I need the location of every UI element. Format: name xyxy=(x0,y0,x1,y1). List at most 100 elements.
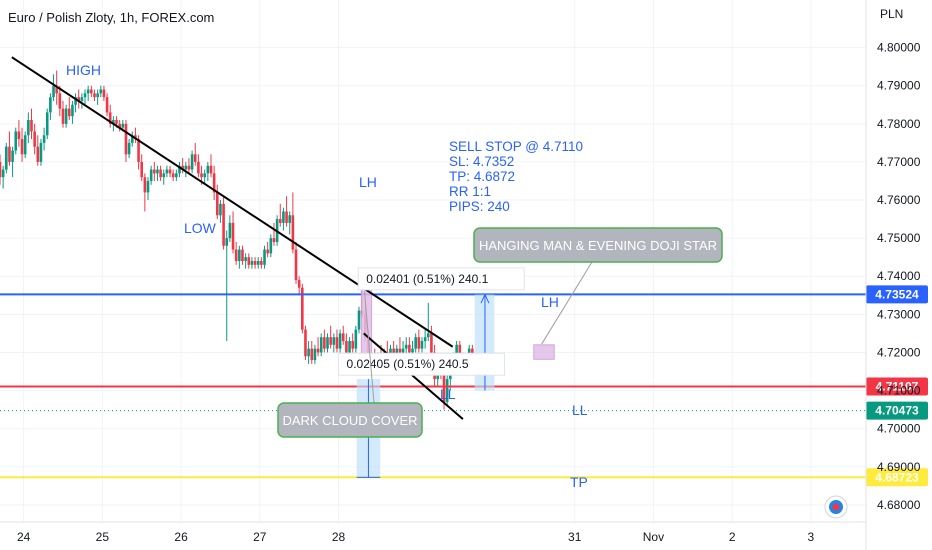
callout-hanging-text: HANGING MAN & EVENING DOJI STAR xyxy=(479,238,717,253)
x-axis: 24 25 26 27 28 31 Nov 2 3 xyxy=(0,521,866,544)
candle-body xyxy=(241,249,244,261)
candle-body xyxy=(323,337,326,349)
candle-body xyxy=(200,173,203,178)
y-tick-label: 4.75000 xyxy=(877,231,921,245)
candle-body xyxy=(156,169,159,174)
candle-body xyxy=(168,169,172,174)
candle-body xyxy=(140,161,144,178)
y-tick-label: 4.77000 xyxy=(877,155,921,169)
candle-body xyxy=(291,215,295,250)
candle-body xyxy=(445,379,449,402)
candle-body xyxy=(108,112,112,124)
candle-body xyxy=(228,222,232,239)
globe-icon[interactable] xyxy=(824,495,848,519)
candle-body xyxy=(143,177,147,193)
candle-body xyxy=(282,211,285,223)
globe-icon-center xyxy=(832,503,840,511)
candle-body xyxy=(348,341,351,353)
candle-body xyxy=(71,104,74,117)
candle-body xyxy=(304,329,307,357)
candle-body xyxy=(345,341,348,353)
candle-body xyxy=(420,341,424,349)
candle-body xyxy=(294,249,298,281)
candle-body xyxy=(357,310,361,330)
candle-body xyxy=(225,238,229,246)
candle-body xyxy=(319,337,323,353)
candle-body xyxy=(260,261,263,265)
candle-body xyxy=(105,97,109,113)
callout-dark-bg xyxy=(277,402,423,438)
y-tick-label: 4.71000 xyxy=(877,384,921,398)
y-tick-label: 4.73000 xyxy=(877,307,921,321)
y-axis: 4.68000 4.69000 4.70000 4.71000 4.72000 4.730… xyxy=(865,0,921,550)
candle-body xyxy=(58,93,62,109)
x-tick-label: 28 xyxy=(332,530,346,544)
trade-note-line: PIPS: 240 xyxy=(449,199,510,214)
candle-body xyxy=(171,173,175,178)
candle-body xyxy=(341,333,345,342)
candle-body xyxy=(285,211,288,223)
candle-body xyxy=(332,337,336,345)
candle-body xyxy=(61,108,65,124)
candle-body xyxy=(74,97,77,105)
candle-body xyxy=(455,344,458,357)
label-tp: TP xyxy=(570,474,588,490)
candle-body xyxy=(83,93,87,98)
candle-body xyxy=(52,85,55,98)
candle-body xyxy=(392,348,395,357)
candle-body xyxy=(165,169,169,174)
candle-body xyxy=(90,89,93,94)
candle-body xyxy=(313,348,317,361)
candle-body xyxy=(181,165,184,170)
price-lines: 4.73524 4.71107 4.70473 4.68723 xyxy=(0,285,928,487)
x-tick-label: 24 xyxy=(17,530,31,544)
candle-body xyxy=(247,257,251,265)
candle-body xyxy=(67,108,71,117)
x-tick-label: 27 xyxy=(253,530,267,544)
candle-body xyxy=(256,261,260,265)
candle-body xyxy=(187,165,191,170)
candle-body xyxy=(288,215,292,223)
candle-body xyxy=(297,280,301,288)
candle-body xyxy=(307,348,310,357)
candle-body xyxy=(121,123,125,128)
measure-label-top: 0.02401 (0.51%) 240.1 xyxy=(366,272,488,286)
candle-body xyxy=(8,146,11,162)
measure-label-bottom-bg xyxy=(338,352,506,376)
candle-body xyxy=(266,249,269,254)
candle-body xyxy=(301,287,304,330)
y-tick-label: 4.74000 xyxy=(877,269,921,283)
candle-body xyxy=(238,249,241,261)
candle-body xyxy=(64,108,68,124)
candle-body xyxy=(206,165,210,174)
candle-body xyxy=(430,333,433,353)
candle-body xyxy=(115,120,118,124)
evening-star-box xyxy=(533,344,555,360)
candle-body xyxy=(1,169,5,178)
label-lh-1: LH xyxy=(359,174,377,190)
x-tick-label: 3 xyxy=(808,530,815,544)
y-tick-label: 4.68000 xyxy=(877,498,921,512)
candle-body xyxy=(338,333,342,349)
candle-body xyxy=(99,89,103,94)
callout-dark-text: DARK CLOUD COVER xyxy=(282,413,417,428)
candle-body xyxy=(426,333,430,338)
sell-stop-price-tag-label: 4.71107 xyxy=(876,379,919,393)
candle-body xyxy=(326,337,329,349)
candle-body xyxy=(395,348,399,357)
label-lh-2: LH xyxy=(541,294,559,310)
candle-body xyxy=(124,123,128,155)
candle-body xyxy=(335,337,339,349)
upper-price-tag xyxy=(866,285,928,304)
label-high: HIGH xyxy=(66,62,101,78)
candle-body xyxy=(77,97,81,101)
last-price-tag xyxy=(866,401,928,420)
candle-body xyxy=(423,337,427,342)
candle-body xyxy=(96,93,99,98)
candle-body xyxy=(278,219,282,223)
candle-body xyxy=(250,261,254,265)
trade-note-line: SELL STOP @ 4.7110 xyxy=(449,139,583,154)
candle-body xyxy=(389,348,392,357)
chart-title: Euro / Polish Zloty, 1h, FOREX.com xyxy=(8,10,214,25)
